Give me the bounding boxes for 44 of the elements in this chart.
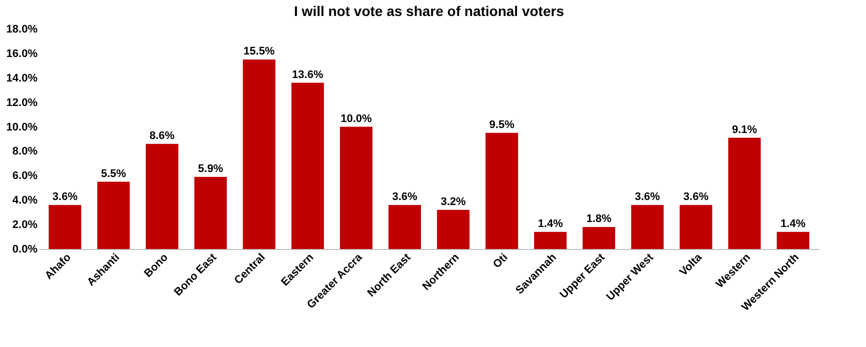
y-tick-label: 10.0%	[6, 121, 38, 134]
data-label: 3.6%	[683, 191, 709, 203]
data-label: 1.4%	[780, 218, 806, 230]
bar	[97, 182, 130, 249]
bar	[388, 205, 421, 249]
bar	[728, 138, 761, 249]
y-tick-label: 6.0%	[12, 170, 38, 182]
bar	[631, 205, 664, 249]
y-tick-label: 0.0%	[12, 244, 38, 256]
bar	[534, 232, 567, 249]
y-tick-label: 18.0%	[6, 24, 38, 36]
bar	[242, 60, 276, 249]
data-label: 3.6%	[634, 191, 660, 203]
data-label: 3.6%	[392, 191, 418, 203]
y-tick-label: 4.0%	[12, 194, 38, 207]
data-label: 1.4%	[538, 218, 564, 230]
bar	[291, 82, 324, 249]
bar	[486, 132, 518, 249]
bar	[340, 126, 372, 249]
data-label: 5.5%	[100, 168, 126, 180]
y-tick-label: 14.0%	[6, 72, 38, 84]
chart-title: I will not vote as share of national voters	[294, 3, 564, 19]
data-label: 10.0%	[340, 112, 372, 125]
data-label: 3.2%	[440, 196, 466, 208]
data-label: 1.8%	[586, 213, 612, 225]
bar	[680, 205, 712, 249]
data-label: 8.6%	[150, 130, 175, 142]
data-label: 9.5%	[489, 118, 515, 131]
data-label: 9.1%	[732, 124, 758, 136]
data-label: 15.5%	[244, 46, 275, 58]
data-label: 5.9%	[198, 162, 224, 175]
y-tick-label: 12.0%	[6, 96, 38, 109]
y-tick-label: 2.0%	[12, 219, 38, 232]
bar	[437, 210, 470, 249]
bar	[48, 205, 82, 249]
bar	[582, 227, 616, 249]
data-label: 3.6%	[52, 191, 78, 203]
y-tick-label: 16.0%	[6, 48, 38, 60]
data-label: 13.6%	[292, 68, 324, 81]
x-tick-label: Oti	[491, 252, 510, 271]
bar	[194, 176, 227, 249]
y-tick-label: 8.0%	[12, 146, 38, 158]
bar	[776, 232, 810, 249]
bar	[146, 144, 178, 249]
